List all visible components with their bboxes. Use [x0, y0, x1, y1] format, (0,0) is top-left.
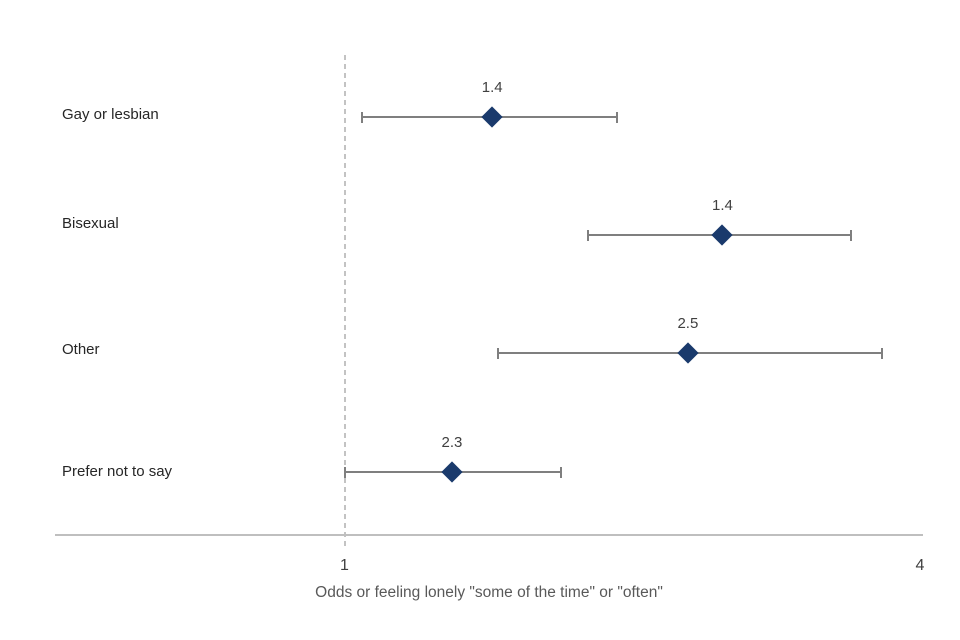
point-marker: [441, 461, 463, 483]
point-value-label: 1.4: [481, 79, 503, 96]
x-axis-title: Odds or feeling lonely "some of the time…: [315, 584, 663, 601]
ci-cap-right: [880, 347, 883, 359]
ci-cap-right: [615, 111, 618, 123]
category-label: Other: [62, 341, 100, 358]
point-marker: [481, 106, 503, 128]
ci-cap-left: [343, 466, 346, 478]
category-label: Gay or lesbian: [62, 106, 159, 123]
point-value-label: 1.4: [711, 197, 733, 214]
point-marker: [677, 342, 699, 364]
x-tick-label: 4: [915, 557, 925, 574]
ci-cap-left: [360, 111, 363, 123]
x-axis-line: [55, 534, 923, 536]
point-value-label: 2.3: [441, 434, 463, 451]
ci-cap-right: [560, 466, 563, 478]
x-tick-label: 1: [340, 557, 349, 574]
ci-cap-left: [587, 229, 590, 241]
category-label: Prefer not to say: [62, 463, 173, 480]
ci-cap-right: [849, 229, 852, 241]
reference-line: [343, 55, 346, 547]
point-value-label: 2.5: [677, 315, 699, 332]
ci-cap-left: [496, 347, 499, 359]
category-label: Bisexual: [62, 215, 119, 232]
point-marker: [711, 224, 734, 246]
